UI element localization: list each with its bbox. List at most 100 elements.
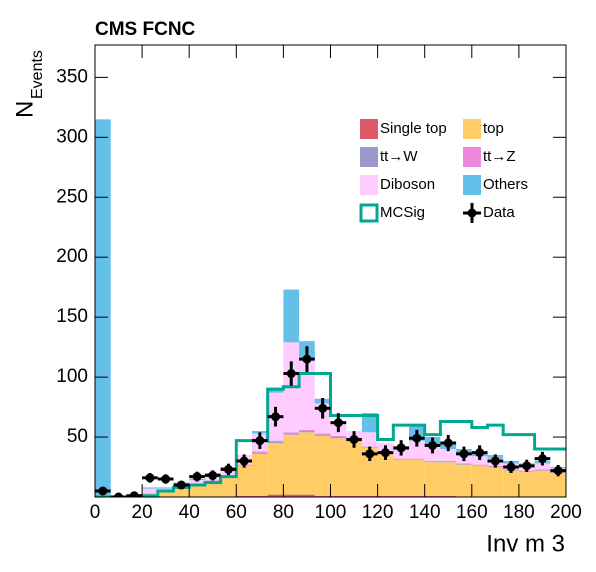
x-tick-label: 0 bbox=[90, 502, 101, 523]
data-point bbox=[145, 473, 155, 483]
stack-bar bbox=[252, 451, 268, 453]
x-tick-label: 200 bbox=[550, 502, 582, 523]
stack-bar bbox=[204, 480, 221, 481]
data-point bbox=[553, 466, 563, 476]
stack-bar bbox=[95, 119, 111, 497]
stack-bar bbox=[173, 487, 190, 497]
stack-bar bbox=[267, 440, 284, 442]
stack-bar bbox=[534, 463, 551, 470]
stack-bar bbox=[361, 432, 378, 447]
stack-bar bbox=[283, 434, 300, 495]
stack-bar bbox=[267, 494, 284, 497]
stack-bar bbox=[408, 495, 425, 497]
stack-bar bbox=[393, 459, 409, 460]
data-point bbox=[349, 434, 359, 444]
x-tick-label: 20 bbox=[132, 502, 153, 523]
x-tick-label: 140 bbox=[409, 502, 441, 523]
stack-bar bbox=[456, 463, 472, 465]
stack-bar bbox=[252, 453, 268, 496]
legend-label: tt→W bbox=[380, 148, 418, 165]
stack-bar bbox=[440, 461, 457, 462]
y-axis-label: N bbox=[11, 101, 38, 118]
stack-bar bbox=[534, 470, 551, 471]
stack-bar bbox=[361, 447, 378, 496]
stack-bar bbox=[456, 464, 472, 497]
stack-bar bbox=[440, 449, 457, 462]
data-point bbox=[271, 412, 281, 422]
x-tick-label: 60 bbox=[226, 502, 247, 523]
y-tick-label: 100 bbox=[56, 366, 88, 387]
plot bbox=[95, 119, 566, 497]
data-point bbox=[443, 438, 453, 448]
data-point bbox=[114, 492, 124, 497]
data-point bbox=[255, 436, 265, 446]
data-point bbox=[396, 443, 406, 453]
x-tick-label: 80 bbox=[273, 502, 294, 523]
data-point bbox=[380, 448, 390, 458]
x-tick-label: 160 bbox=[456, 502, 488, 523]
data-point bbox=[412, 433, 422, 443]
stack-bar bbox=[440, 461, 457, 463]
stack-bar bbox=[534, 470, 551, 497]
stack-bar bbox=[252, 495, 268, 497]
y-axis-label-sub: Events bbox=[29, 50, 46, 99]
x-tick-label: 100 bbox=[315, 502, 347, 523]
stack-bar bbox=[267, 443, 284, 495]
stack-bar bbox=[361, 495, 378, 497]
stack-bar bbox=[408, 440, 425, 459]
stack-bar bbox=[408, 459, 425, 496]
legend-label: tt→Z bbox=[483, 148, 516, 165]
x-axis-label: Inv m 3 bbox=[486, 530, 565, 557]
stack-bar bbox=[299, 360, 315, 430]
chart-title: CMS FCNC bbox=[95, 19, 196, 40]
stack-bar bbox=[189, 485, 205, 497]
data-point bbox=[490, 456, 500, 466]
data-point bbox=[537, 454, 547, 464]
stack-bar bbox=[377, 453, 394, 496]
data-point bbox=[223, 464, 233, 474]
stack-bar bbox=[314, 433, 331, 435]
stack-bar bbox=[142, 488, 158, 494]
y-tick-label: 300 bbox=[56, 126, 88, 147]
legend-label: Single top bbox=[380, 120, 447, 137]
stack-bar bbox=[267, 441, 284, 444]
stack-bar bbox=[471, 465, 488, 466]
stack-bar bbox=[408, 458, 425, 460]
data-point bbox=[506, 462, 516, 472]
data-point bbox=[302, 354, 312, 364]
legend-label: Data bbox=[483, 204, 515, 221]
stack-bar bbox=[314, 495, 331, 497]
x-tick-label: 180 bbox=[503, 502, 535, 523]
stack-bar bbox=[440, 462, 457, 496]
stack-bar bbox=[299, 431, 315, 433]
legend-swatch bbox=[463, 175, 481, 195]
data-point bbox=[365, 449, 375, 459]
stack-bar bbox=[236, 495, 253, 497]
signal-line bbox=[95, 372, 566, 497]
data-point bbox=[192, 472, 202, 482]
stack-bar bbox=[471, 464, 488, 466]
legend-swatch bbox=[360, 175, 378, 195]
stack-bar bbox=[393, 459, 409, 496]
stack-bar bbox=[471, 456, 488, 465]
x-tick-label: 120 bbox=[362, 502, 394, 523]
stack-bar bbox=[503, 470, 519, 497]
stack-bar bbox=[471, 465, 488, 497]
stack-bar bbox=[299, 429, 315, 432]
stack-bar bbox=[424, 461, 441, 462]
stack-bar bbox=[440, 495, 457, 497]
data-point bbox=[475, 448, 485, 458]
stack-bar bbox=[236, 465, 253, 496]
data-point bbox=[333, 418, 343, 428]
y-axis-label-group: N Events bbox=[11, 50, 46, 118]
stack-bar bbox=[361, 413, 378, 433]
stack-bar bbox=[377, 495, 394, 497]
stack-bar bbox=[330, 438, 347, 496]
stack-bar bbox=[424, 461, 441, 463]
stack-bar bbox=[204, 481, 221, 497]
stack-bar bbox=[518, 471, 535, 497]
stack-bar bbox=[393, 458, 409, 460]
data-point bbox=[522, 461, 532, 471]
data-point bbox=[98, 486, 108, 496]
